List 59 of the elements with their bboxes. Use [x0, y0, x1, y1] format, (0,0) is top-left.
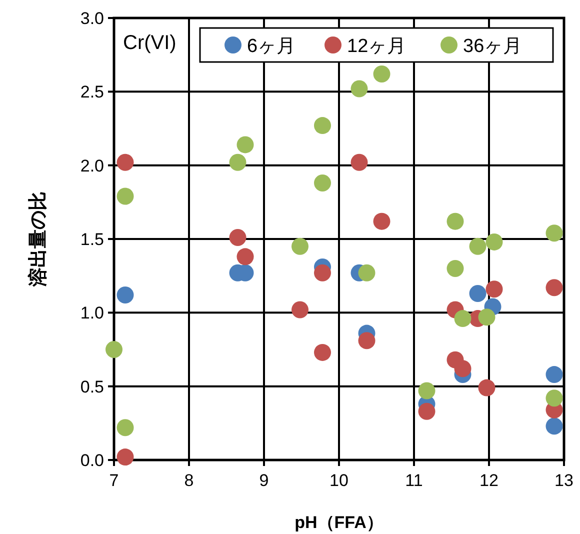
point — [314, 174, 331, 192]
point — [546, 366, 563, 384]
y-tick-label: 2.5 — [80, 82, 104, 102]
point — [486, 233, 503, 250]
x-tick-label: 9 — [259, 471, 269, 490]
point — [229, 154, 246, 171]
point — [116, 448, 134, 466]
y-tick-label: 3.0 — [80, 9, 104, 28]
x-tick-label: 11 — [405, 471, 423, 490]
point — [106, 341, 122, 358]
point — [314, 264, 331, 282]
point — [418, 382, 436, 400]
point — [116, 286, 134, 304]
point — [486, 280, 503, 298]
point — [546, 390, 563, 407]
point — [292, 301, 308, 318]
x-tick-label: 7 — [109, 471, 119, 490]
point — [314, 344, 331, 361]
point — [546, 279, 563, 296]
point — [446, 212, 464, 230]
y-tick-label: 0.0 — [80, 451, 104, 470]
y-axis-title: 溶出量の比 — [27, 192, 49, 288]
point — [546, 418, 563, 435]
point — [358, 332, 376, 350]
point — [229, 229, 246, 246]
point — [478, 308, 496, 326]
point — [350, 154, 368, 171]
x-tick-label: 12 — [480, 471, 498, 490]
legend-label: 12ヶ月 — [347, 36, 406, 57]
x-tick-label: 10 — [330, 471, 348, 490]
point — [236, 248, 254, 266]
annotation: Cr(VI) — [123, 32, 176, 54]
point — [418, 402, 436, 420]
point — [546, 224, 563, 242]
point — [292, 238, 308, 255]
point — [350, 80, 368, 98]
point — [116, 154, 134, 171]
point — [478, 379, 496, 396]
point — [469, 238, 486, 255]
x-axis-title: pH（FFA） — [294, 513, 384, 532]
point — [116, 419, 134, 436]
point — [373, 65, 390, 82]
point — [469, 285, 486, 302]
y-tick-label: 2.0 — [80, 156, 104, 176]
point — [454, 310, 472, 328]
y-tick-label: 0.5 — [80, 377, 104, 396]
point — [446, 260, 464, 277]
x-tick-label: 13 — [554, 471, 574, 490]
x-tick-label: 8 — [184, 471, 194, 490]
point — [314, 117, 331, 134]
point — [116, 188, 134, 205]
point — [454, 360, 472, 378]
point — [373, 212, 390, 230]
point — [236, 136, 254, 154]
legend-label: 36ヶ月 — [463, 36, 522, 57]
y-tick-label: 1.0 — [80, 304, 104, 323]
point — [358, 264, 376, 282]
legend-label: 6ヶ月 — [247, 36, 296, 57]
y-tick-label: 1.5 — [80, 230, 104, 249]
